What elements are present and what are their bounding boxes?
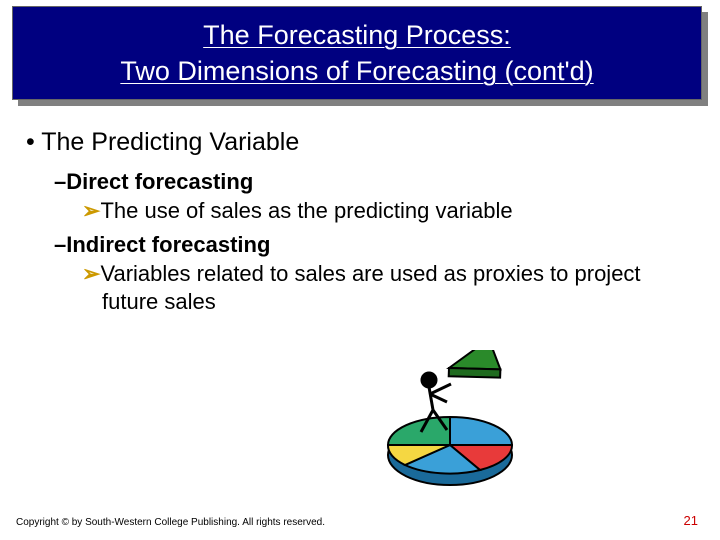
detail-indirect-forecasting: ➢Variables related to sales are used as …	[82, 260, 700, 317]
detail-direct-forecasting: ➢The use of sales as the predicting vari…	[82, 197, 700, 226]
detail-indirect-text: Variables related to sales are used as p…	[100, 261, 640, 315]
arrow-bullet-icon: ➢	[82, 261, 100, 286]
title-line-1: The Forecasting Process:	[203, 17, 511, 53]
item-indirect-forecasting: –Indirect forecasting	[54, 232, 700, 258]
page-number: 21	[684, 513, 698, 528]
copyright-text: Copyright © by South-Western College Pub…	[16, 517, 325, 528]
slide-content: • The Predicting Variable –Direct foreca…	[20, 128, 700, 317]
item-direct-forecasting: –Direct forecasting	[54, 169, 700, 195]
title-box: The Forecasting Process: Two Dimensions …	[12, 6, 702, 100]
detail-direct-text: The use of sales as the predicting varia…	[100, 198, 512, 223]
title-line-2: Two Dimensions of Forecasting (cont'd)	[120, 53, 593, 89]
pie-chart-clipart-icon	[355, 350, 535, 500]
arrow-bullet-icon: ➢	[82, 198, 100, 223]
heading-predicting-variable: • The Predicting Variable	[26, 128, 700, 157]
